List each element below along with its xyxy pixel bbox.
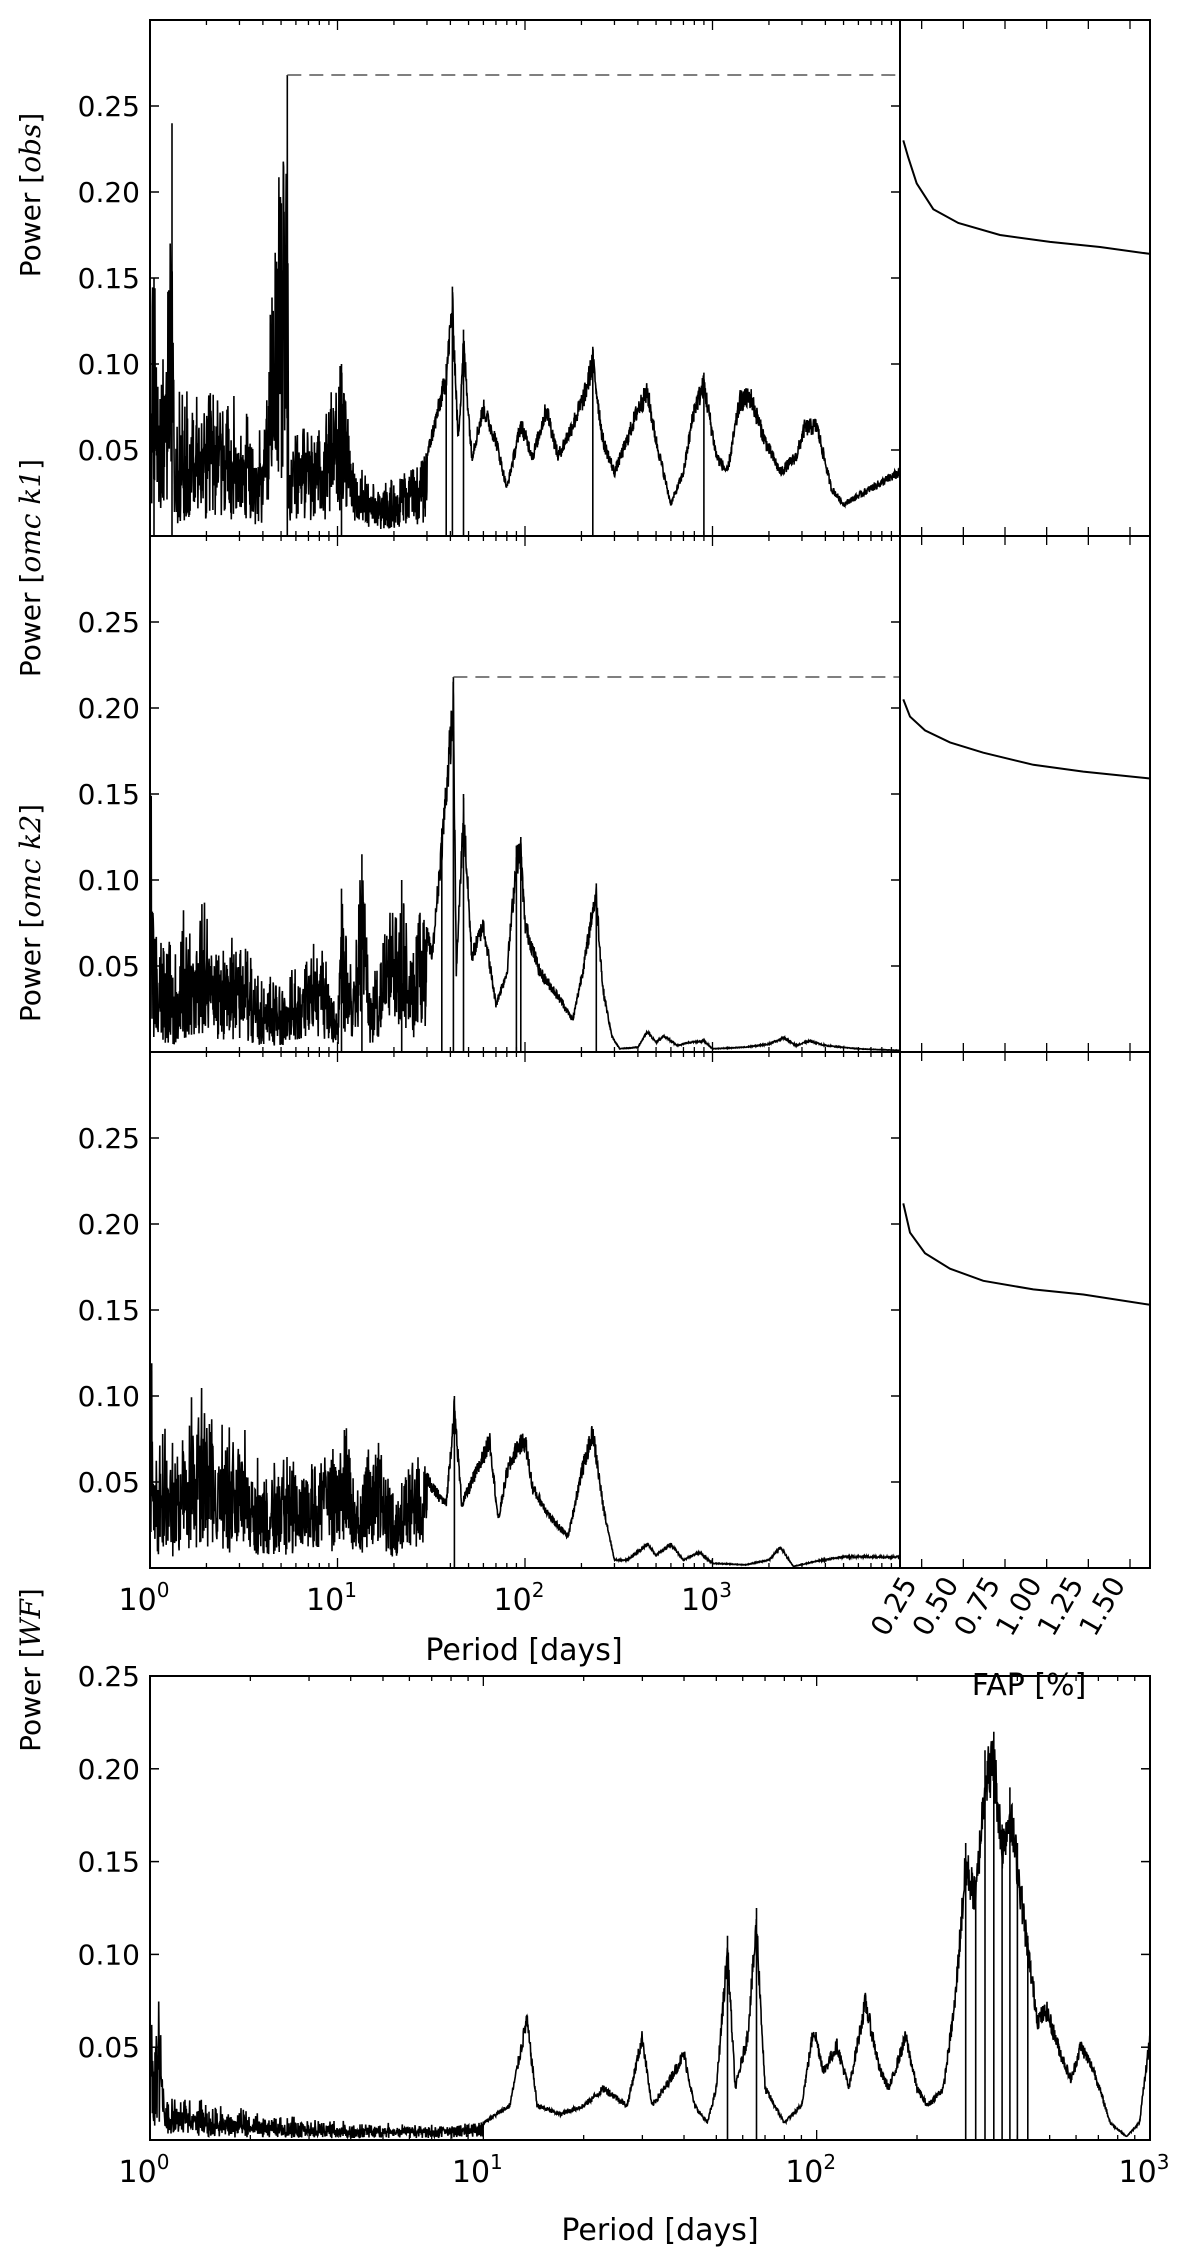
fap-omc-k2-line [902, 1203, 1151, 1306]
panel-omc-k2-ytick-label: 0.05 [78, 1466, 140, 1499]
panel-omc-k1-ytick-label: 0.05 [78, 950, 140, 983]
fap-obs-line [902, 140, 1151, 255]
xlabel-period-main: Period [days] [425, 1633, 622, 1668]
panel-wf-ytick-label: 0.25 [78, 1660, 140, 1693]
fap-omc-k1-frame [899, 535, 1151, 1053]
panel-omc-k2-xtick-label: 103 [681, 1578, 732, 1618]
panel-wf-ytick-label: 0.20 [78, 1753, 140, 1786]
svg-text:Power [omc k2]: Power [omc k2] [14, 804, 47, 1022]
ylabel-omc-k1: Power [omc k1] [14, 459, 47, 677]
periodogram-obs-line [149, 75, 901, 536]
periodogram-omc-k1-line [149, 677, 901, 1052]
panel-omc-k2-ytick-label: 0.15 [78, 1294, 140, 1327]
panel-wf-ytick-label: 0.10 [78, 1938, 140, 1971]
panel-obs-frame [149, 19, 901, 537]
svg-text:Power [omc k1]: Power [omc k1] [14, 459, 47, 677]
fap-xtick-label: 1.50 [1072, 1571, 1132, 1641]
fap-obs-frame [899, 19, 1151, 537]
panel-obs-ytick-label: 0.10 [78, 348, 140, 381]
window-function-line [149, 1731, 1151, 2140]
panel-omc-k1-ytick-label: 0.25 [78, 606, 140, 639]
xlabel-fap: FAP [%] [972, 1668, 1087, 1703]
panel-omc-k1-ytick-label: 0.20 [78, 692, 140, 725]
periodogram-omc-k2-line [149, 1361, 901, 1568]
plot-area: 0.05 0.10 0.15 0.20 0.25 0.05 0.10 0.15 0.20 0.25… [78, 19, 1170, 2190]
panel-omc-k2-xtick-label: 100 [119, 1578, 170, 1618]
ylabel-wf: Power [WF] [14, 1588, 47, 1752]
svg-text:Power [WF]: Power [WF] [14, 1588, 47, 1752]
xlabel-period-wf: Period [days] [561, 2213, 758, 2248]
panel-wf-xtick-label: 102 [785, 2150, 836, 2190]
panel-omc-k2-xtick-label: 102 [494, 1578, 545, 1618]
panel-wf-xtick-label: 101 [452, 2150, 503, 2190]
panel-omc-k2-ytick-label: 0.25 [78, 1122, 140, 1155]
panel-omc-k2-frame [149, 1051, 901, 1569]
panel-obs-ytick-label: 0.20 [78, 176, 140, 209]
ylabel-obs: Power [obs] [14, 113, 47, 278]
panel-omc-k2-xtick-label: 101 [306, 1578, 357, 1618]
panel-omc-k2-ytick-label: 0.10 [78, 1380, 140, 1413]
panel-wf-xtick-label: 103 [1119, 2150, 1170, 2190]
panel-obs-ytick-label: 0.15 [78, 262, 140, 295]
svg-text:Power [obs]: Power [obs] [14, 113, 47, 278]
ylabel-omc-k2: Power [omc k2] [14, 804, 47, 1022]
panel-wf-ytick-label: 0.15 [78, 1846, 140, 1879]
panel-obs-ytick-label: 0.25 [78, 90, 140, 123]
panel-omc-k2-ytick-label: 0.20 [78, 1208, 140, 1241]
fap-omc-k1-line [902, 699, 1151, 780]
panel-omc-k1-frame [149, 535, 901, 1053]
panel-obs-ytick-label: 0.05 [78, 434, 140, 467]
panel-omc-k1-ytick-label: 0.15 [78, 778, 140, 811]
panel-wf-ytick-label: 0.05 [78, 2031, 140, 2064]
panel-wf-frame [149, 1675, 1151, 2141]
fap-omc-k2-frame [899, 1051, 1151, 1569]
panel-omc-k1-ytick-label: 0.10 [78, 864, 140, 897]
panel-wf-xtick-label: 100 [119, 2150, 170, 2190]
